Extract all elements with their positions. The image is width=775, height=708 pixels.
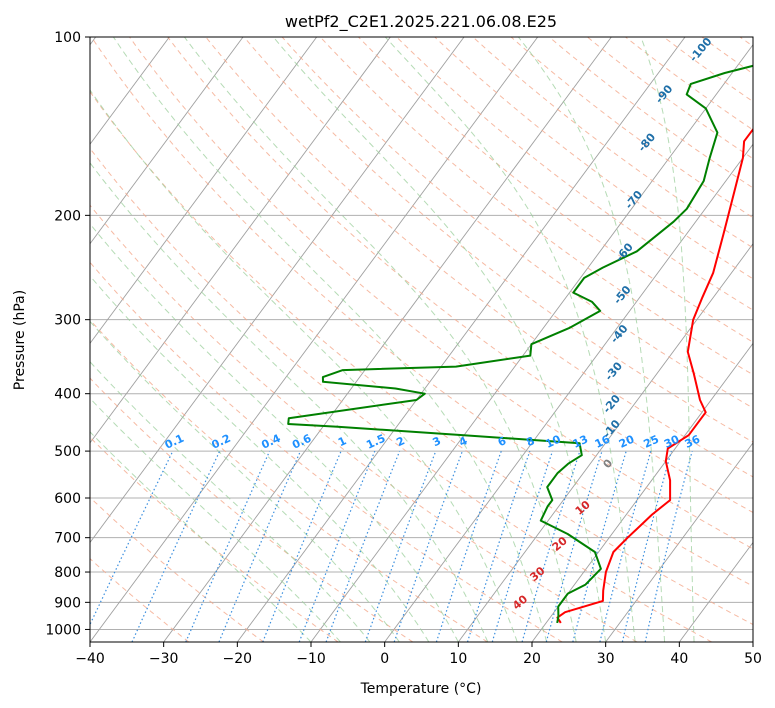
dry-adiabat-line (167, 37, 753, 514)
grid-layer (90, 37, 753, 642)
y-tick-label: 800 (54, 565, 81, 581)
mixing-ratio-line (435, 450, 502, 642)
mixing-ratio-line (393, 450, 463, 642)
moist-adiabat-line (384, 37, 636, 642)
isotherm-line (384, 143, 753, 642)
mixing-ratio-line (466, 450, 531, 642)
mixing-ratio-line (262, 450, 342, 642)
dry-adiabat-line (358, 37, 753, 343)
isotherm-line (90, 37, 170, 146)
mixing-ratio-line (572, 450, 627, 642)
isotherm-line (90, 37, 539, 642)
mixing-ratio-line (218, 450, 302, 642)
moist-adiabat-line (640, 37, 695, 642)
chart-title: wetPf2_C2E1.2025.221.06.08.E25 (285, 12, 557, 32)
mixing-ratio-line (521, 450, 581, 642)
mixing-ratio-line (621, 450, 672, 642)
x-tick-label: 20 (523, 651, 541, 667)
moist-adiabat-line (90, 320, 400, 642)
isotherm-line (90, 37, 244, 245)
mixing-ratio-line (298, 450, 376, 642)
y-axis: 100 200 300 400 500 600 700 800 900 1000 (45, 30, 90, 638)
dry-adiabat-line (90, 377, 414, 642)
dry-adiabat-line (243, 37, 753, 443)
x-tick-label: 10 (449, 651, 467, 667)
mixing-ratio-line (325, 450, 401, 642)
y-tick-label: 700 (54, 531, 81, 547)
mixing-ratio-label: 13 (571, 433, 590, 451)
dry-adiabat-line (90, 37, 753, 587)
dry-adiabat-line (90, 147, 712, 642)
moist-adiabat-line (272, 37, 607, 642)
isotherm-line (531, 342, 753, 642)
mixing-ratio-label: 16 (593, 432, 613, 450)
x-tick-label: 40 (670, 651, 688, 667)
y-tick-label: 500 (54, 444, 81, 460)
moist-adiabat-line (518, 37, 666, 642)
dry-adiabat-line (129, 37, 753, 550)
x-tick-label: −40 (75, 651, 105, 667)
plot-frame (89, 36, 754, 643)
mixing-ratio-label: 20 (617, 432, 637, 450)
isotherm-line (236, 37, 686, 642)
moist-adiabat-line (112, 37, 548, 642)
mixing-ratio-line (364, 450, 437, 642)
moist-adiabat-line (90, 223, 459, 642)
mixing-ratio-line (545, 450, 603, 642)
y-tick-label: 300 (54, 313, 81, 329)
moist-adiabat-line (90, 275, 430, 642)
x-tick-label: −30 (149, 651, 179, 667)
y-tick-label: 200 (54, 208, 81, 224)
y-axis-title: Pressure (hPa) (12, 290, 28, 390)
mixing-ratio-label: 36 (683, 432, 703, 450)
x-axis: −40 −30 −20 −10 0 10 20 30 40 50 (75, 642, 762, 667)
isotherm-line (90, 37, 465, 544)
moist-adiabat-line (90, 89, 518, 642)
isotherm-line (457, 243, 753, 642)
x-axis-title: Temperature (°C) (360, 681, 482, 697)
dry-adiabat-line (90, 558, 190, 642)
series-layer (287, 64, 753, 624)
mixing-ratio-label: 30 (662, 432, 682, 450)
isotherm-line (90, 37, 318, 345)
y-tick-label: 600 (54, 491, 81, 507)
x-tick-label: −20 (223, 651, 253, 667)
isotherm-line (90, 37, 391, 444)
moist-adiabat-line (90, 162, 489, 642)
y-tick-label: 100 (54, 30, 81, 46)
moist-adiabat-line (90, 397, 341, 642)
y-tick-label: 1000 (45, 622, 81, 638)
x-tick-label: 50 (744, 651, 762, 667)
isotherm-line (310, 43, 753, 642)
mixing-ratio-label: 10 (543, 432, 563, 450)
x-tick-label: 0 (380, 651, 389, 667)
x-tick-label: −10 (296, 651, 326, 667)
moist-adiabat-line (184, 37, 577, 642)
mixing-ratio-line (599, 450, 652, 642)
dewpoint-profile (287, 64, 753, 624)
dry-adiabat-line (90, 90, 753, 626)
temperature-profile (556, 127, 753, 624)
y-tick-label: 900 (54, 595, 81, 611)
x-tick-label: 30 (597, 651, 615, 667)
mixing-ratio-line (491, 450, 554, 642)
y-tick-label: 400 (54, 387, 81, 403)
mixing-ratio-line (185, 450, 271, 642)
dry-adiabat-line (281, 37, 753, 409)
isotherm-line (163, 37, 612, 642)
mixing-ratio-line (644, 450, 693, 642)
isotherm-line (605, 442, 753, 642)
mixing-ratio-label: 25 (642, 433, 661, 451)
moist-adiabat-line (90, 361, 371, 642)
